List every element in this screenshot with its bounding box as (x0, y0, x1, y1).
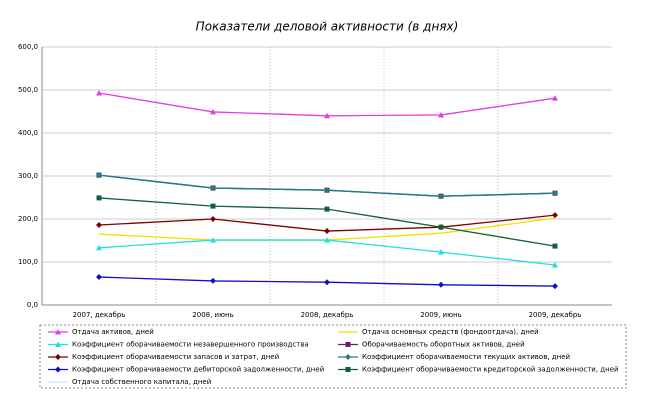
data-point (552, 262, 558, 268)
data-point (552, 95, 558, 101)
legend-label: Коэффициент оборачиваемости текущих акти… (362, 353, 570, 361)
data-point (210, 185, 216, 192)
legend-marker (55, 329, 61, 335)
x-tick-label: 2007, декабрь (73, 311, 126, 319)
legend-box (39, 324, 627, 389)
data-point (438, 111, 444, 118)
x-tick-label: 2009, декабрь (529, 311, 582, 319)
data-point (324, 206, 330, 212)
data-point (96, 222, 102, 229)
data-point (324, 112, 330, 119)
legend-marker (345, 367, 351, 372)
data-point (438, 281, 444, 288)
legend-label: Коэффициент оборачиваемости кредиторской… (362, 366, 619, 374)
data-point (438, 224, 444, 230)
data-point (324, 228, 330, 235)
chart-title: Показатели деловой активности (в днях) (196, 20, 459, 34)
data-point (552, 283, 558, 290)
data-point (210, 108, 216, 115)
data-point (324, 237, 330, 243)
legend-label: Коэффициент оборачиваемости незавершенно… (72, 341, 309, 349)
y-tick-label: 100,0 (18, 258, 38, 266)
x-tick-label: 2008, июнь (192, 311, 233, 319)
legend-label: Отдача собственного капитала, дней (72, 378, 211, 386)
y-tick-label: 0,0 (27, 301, 38, 309)
legend-label: Оборачиваемость оборотных активов, дней (362, 341, 525, 349)
legend-marker (345, 342, 351, 347)
data-point (96, 195, 102, 201)
legend-label: Отдача активов, дней (72, 328, 154, 336)
data-point (552, 190, 558, 197)
data-point (210, 203, 216, 209)
data-point (96, 90, 102, 96)
data-point (324, 279, 330, 286)
legend-label: Отдача основных средств (фондоотдача), д… (362, 328, 539, 336)
data-point (552, 243, 558, 249)
data-point (210, 216, 216, 222)
y-tick-label: 300,0 (18, 172, 38, 180)
data-point (210, 277, 216, 284)
legend-label: Коэффициент оборачиваемости запасов и за… (72, 353, 279, 361)
y-tick-label: 400,0 (18, 129, 38, 137)
data-point (210, 237, 216, 243)
data-point (438, 193, 444, 200)
data-point (438, 249, 444, 255)
data-point (96, 244, 102, 251)
legend-label: Коэффициент оборачиваемости дебиторской … (72, 366, 324, 374)
legend-marker (55, 366, 61, 373)
data-point (96, 172, 102, 179)
x-tick-label: 2009, июнь (420, 311, 461, 319)
legend-marker (345, 354, 351, 360)
legend-marker (55, 354, 61, 360)
y-tick-label: 600,0 (18, 43, 38, 51)
y-tick-label: 500,0 (18, 86, 38, 94)
data-point (96, 274, 102, 281)
data-point (552, 212, 558, 219)
x-tick-label: 2008, декабрь (301, 311, 354, 319)
legend-marker (55, 341, 61, 347)
y-tick-label: 200,0 (18, 215, 38, 223)
data-point (324, 187, 330, 194)
